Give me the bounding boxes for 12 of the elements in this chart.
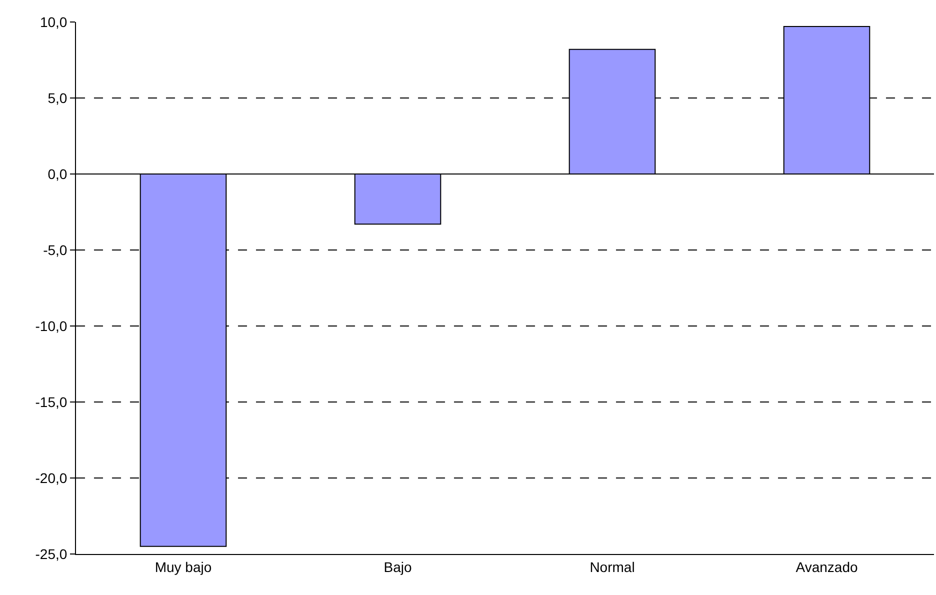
y-tick-label: 5,0	[48, 90, 68, 106]
x-tick-label: Avanzado	[796, 558, 858, 575]
x-tick-label: Normal	[590, 558, 635, 575]
y-tick-label: -25,0	[35, 546, 68, 562]
y-tick-label: 0,0	[48, 166, 68, 182]
y-tick-label: -5,0	[43, 242, 68, 258]
x-tick-label: Muy bajo	[154, 558, 212, 575]
y-tick-label: -20,0	[35, 470, 68, 486]
y-tick-label: 10,0	[40, 14, 68, 30]
y-tick-label: -15,0	[35, 394, 68, 410]
x-tick-label: Bajo	[384, 558, 412, 575]
y-tick-label: -10,0	[35, 318, 68, 334]
